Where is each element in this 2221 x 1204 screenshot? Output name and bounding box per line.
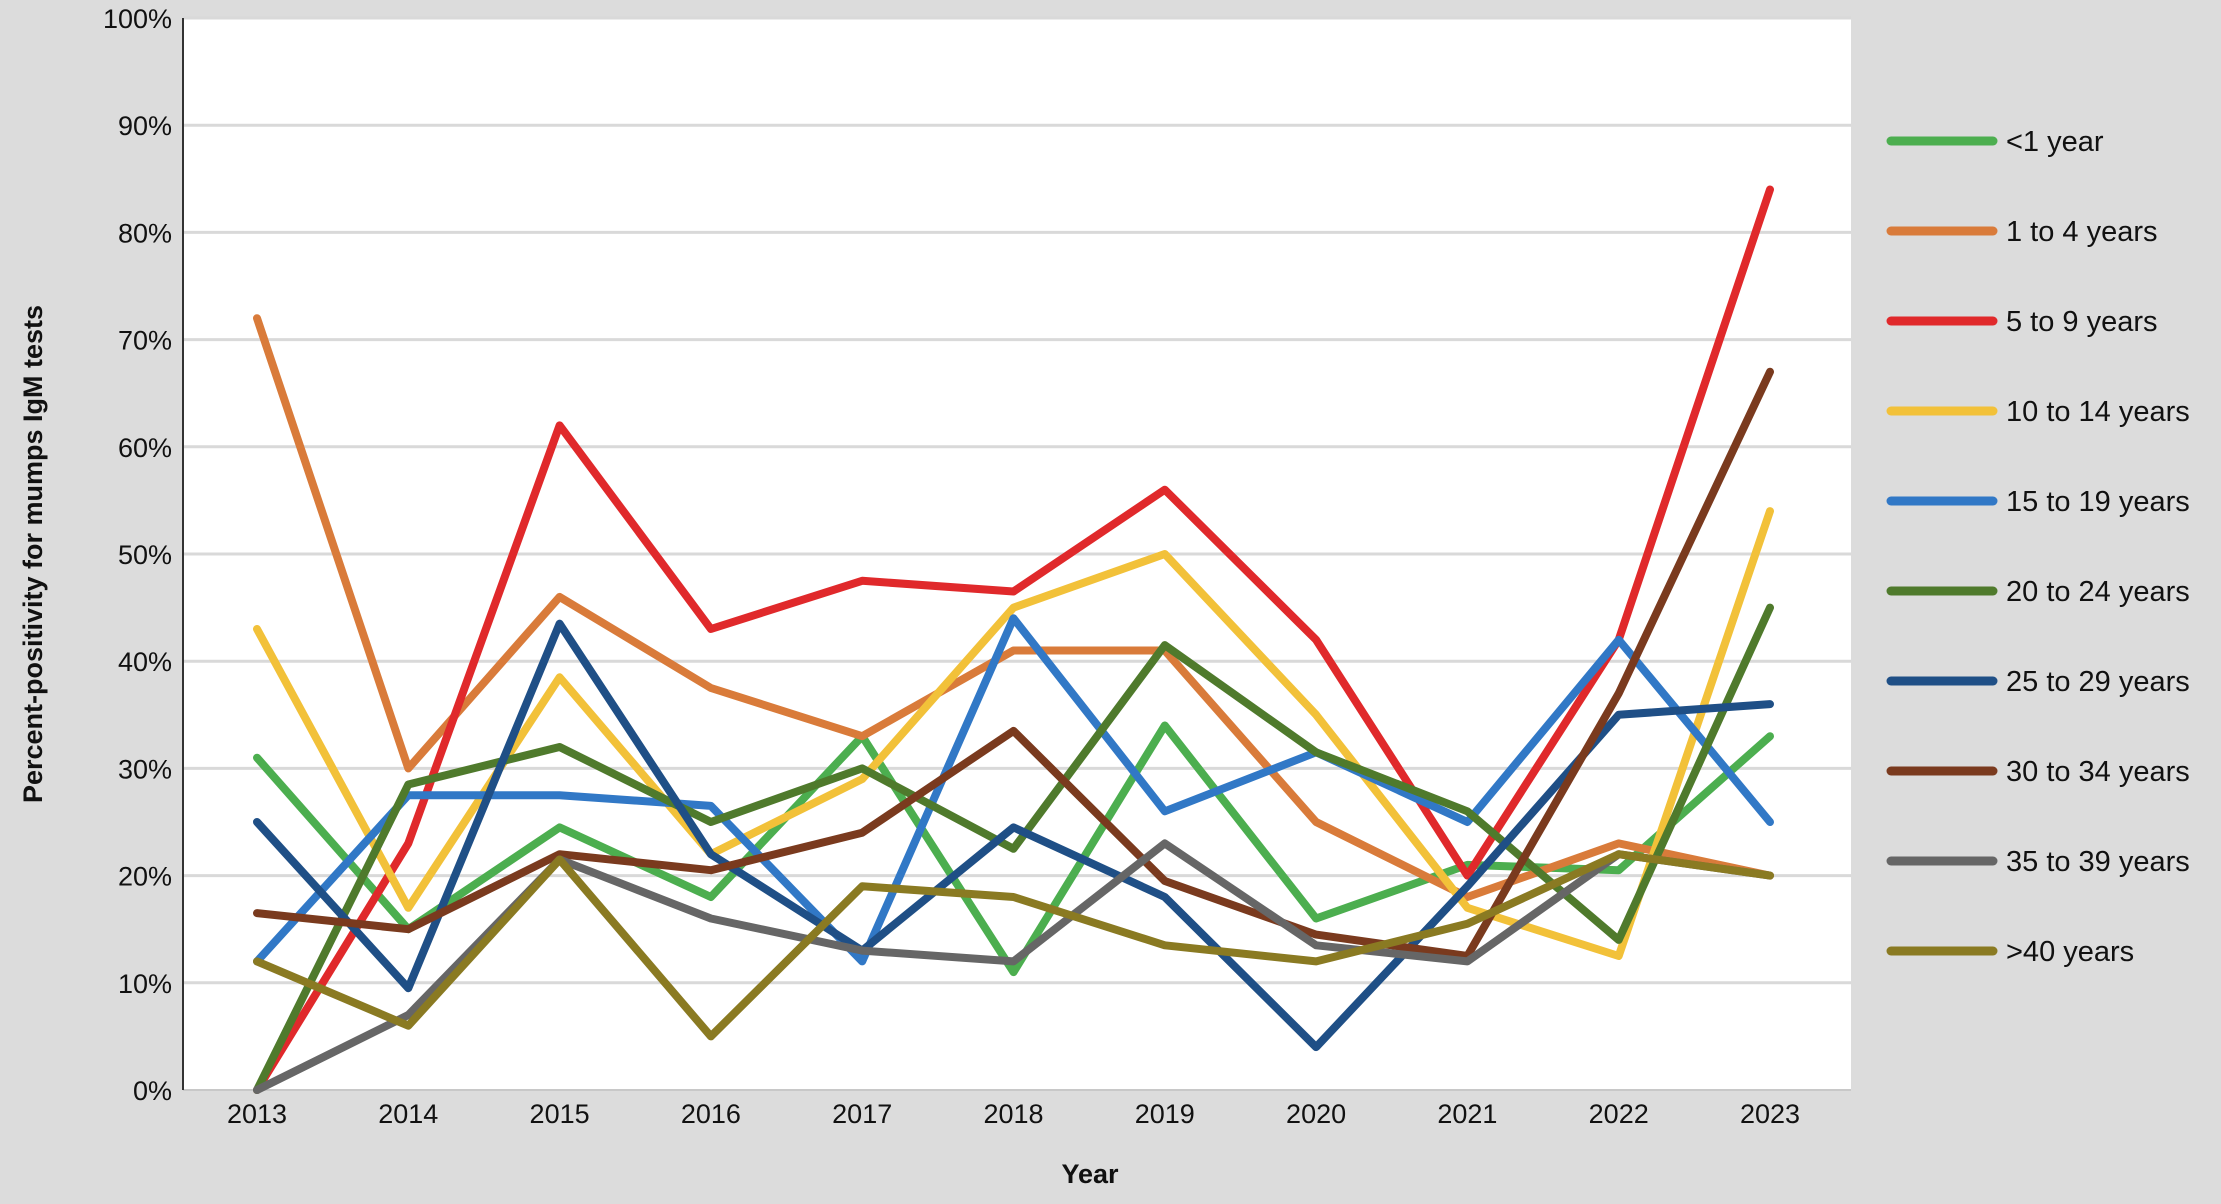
legend-label: 10 to 14 years — [2006, 396, 2190, 428]
y-tick-label: 50% — [118, 540, 172, 570]
x-axis-label: Year — [1061, 1159, 1119, 1189]
x-tick-label: 2018 — [983, 1099, 1043, 1129]
x-tick-label: 2014 — [378, 1099, 438, 1129]
x-tick-label: 2022 — [1589, 1099, 1649, 1129]
legend-label: 20 to 24 years — [2006, 576, 2190, 608]
legend-label: 1 to 4 years — [2006, 216, 2158, 248]
y-axis-ticks: 0% 10% 20% 30% 40% 50% 60% 70% 80% 90% 100% — [103, 4, 172, 1106]
legend-label: 25 to 29 years — [2006, 666, 2190, 698]
x-tick-label: 2019 — [1135, 1099, 1195, 1129]
series-lines — [253, 185, 1774, 1094]
x-tick-label: 2017 — [832, 1099, 892, 1129]
x-tick-label: 2016 — [681, 1099, 741, 1129]
x-tick-label: 2015 — [530, 1099, 590, 1129]
legend-label: 15 to 19 years — [2006, 486, 2190, 518]
y-tick-label: 30% — [118, 754, 172, 784]
y-tick-label: 60% — [118, 433, 172, 463]
x-tick-label: 2013 — [227, 1099, 287, 1129]
legend-label: 30 to 34 years — [2006, 756, 2190, 788]
series-line — [253, 185, 1774, 1094]
x-tick-label: 2023 — [1740, 1099, 1800, 1129]
x-tick-label: 2021 — [1437, 1099, 1497, 1129]
legend: <1 year 1 to 4 years 5 to 9 years 10 to 14 … — [1886, 126, 2190, 968]
legend-label: 5 to 9 years — [2006, 306, 2158, 338]
y-tick-label: 70% — [118, 326, 172, 356]
series-line — [253, 619, 1774, 1052]
series-line — [253, 850, 1774, 1041]
legend-label: <1 year — [2006, 126, 2104, 158]
legend-label: 35 to 39 years — [2006, 846, 2190, 878]
y-tick-label: 80% — [118, 218, 172, 248]
series-line — [253, 614, 1774, 966]
y-tick-label: 100% — [103, 4, 172, 34]
y-tick-label: 90% — [118, 111, 172, 141]
series-line — [253, 367, 1774, 960]
series-line — [253, 314, 1774, 901]
y-tick-label: 10% — [118, 969, 172, 999]
y-tick-label: 20% — [118, 862, 172, 892]
x-axis-ticks: 2013 2014 2015 2016 2017 2018 2019 2020 2021 2022… — [227, 1099, 1800, 1129]
x-tick-label: 2020 — [1286, 1099, 1346, 1129]
y-tick-label: 0% — [133, 1076, 172, 1106]
legend-label: >40 years — [2006, 936, 2134, 968]
series-line — [253, 603, 1774, 1094]
y-axis-label: Percent-positivity for mumps IgM tests — [18, 305, 48, 803]
y-tick-label: 40% — [118, 647, 172, 677]
